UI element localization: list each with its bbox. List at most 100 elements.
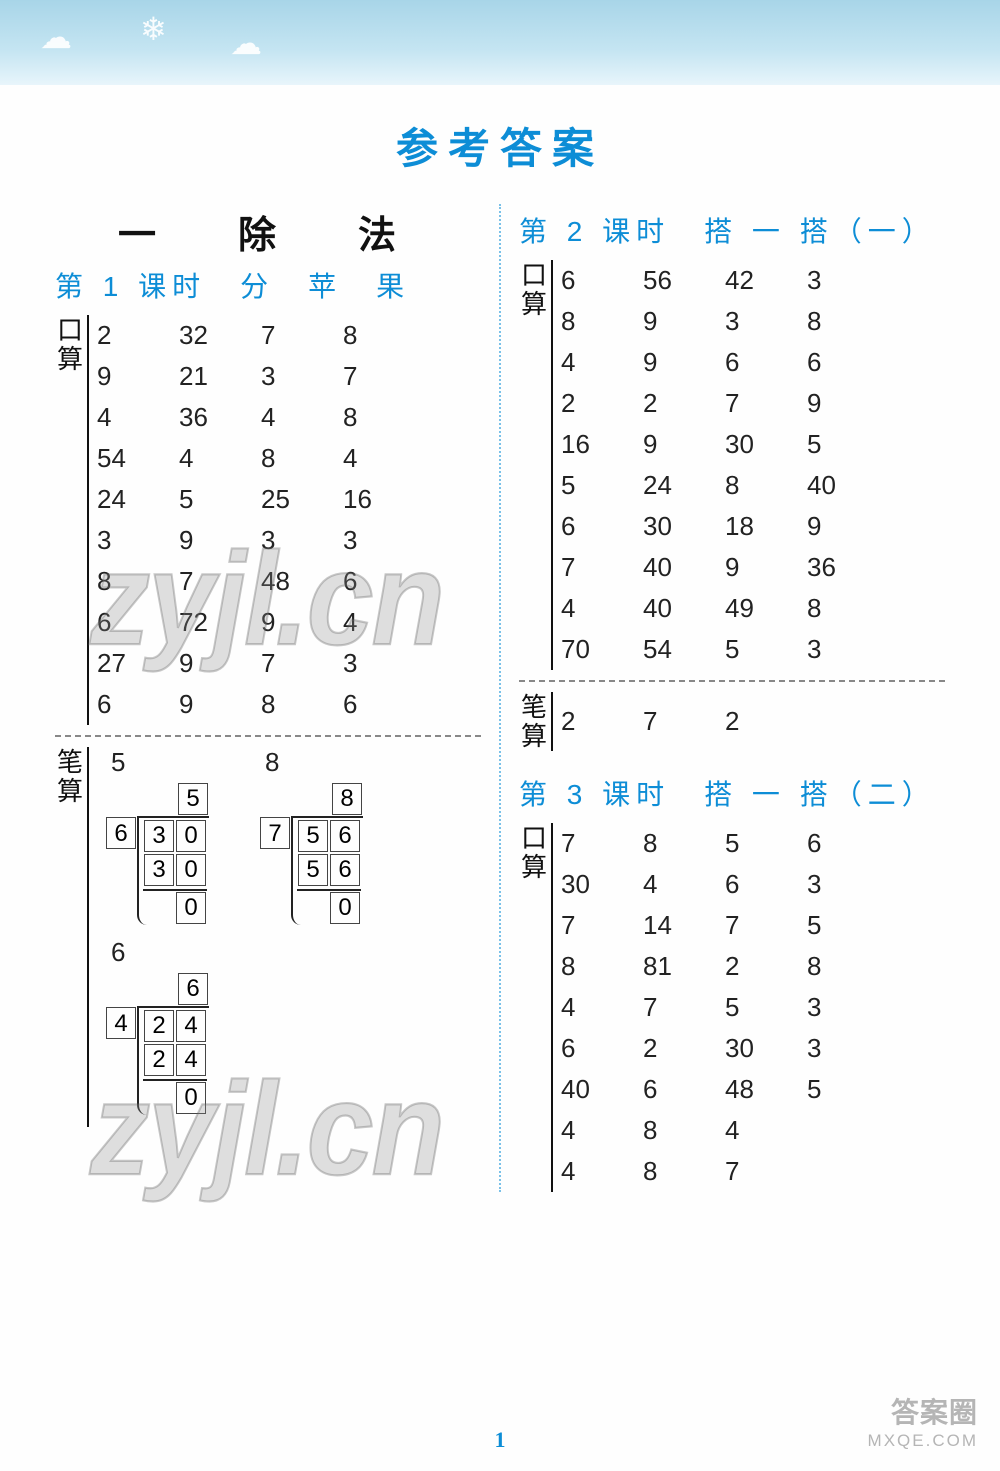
table-cell: 2 [643,1028,725,1069]
table-cell: 7 [561,547,643,588]
table-cell: 6 [807,823,889,864]
table-cell: 3 [97,520,179,561]
table-cell: 3 [807,987,889,1028]
table-cell: 8 [807,946,889,987]
table-cell: 6 [97,602,179,643]
table-cell: 4 [97,397,179,438]
table-cell: 5 [725,823,807,864]
table-cell: 4 [561,342,643,383]
table-cell: 7 [725,383,807,424]
cloud-icon: ☁ [230,24,262,62]
table-cell: 54 [97,438,179,479]
table-cell: 7 [643,987,725,1028]
lesson2-table: 6564238938496622791693055248406301897409… [561,260,889,670]
bisuan-label: 笔算 [55,747,85,1127]
table-cell: 9 [261,602,343,643]
table-cell: 3 [807,1028,889,1069]
table-cell: 9 [179,684,261,725]
lesson1-kousuan: 口算 2327892137436485448424525163933874866… [55,315,481,725]
table-cell: 7 [725,1151,807,1192]
table-cell: 7 [561,905,643,946]
table-cell: 4 [561,1151,643,1192]
table-cell: 2 [725,946,807,987]
table-cell: 48 [261,561,343,602]
lesson2-bisuan-row: 2 7 2 [561,692,889,751]
table-cell: 9 [725,547,807,588]
table-cell: 48 [725,1069,807,1110]
table-cell: 5 [179,479,261,520]
table-cell: 8 [643,823,725,864]
table-cell: 8 [561,946,643,987]
table-cell: 56 [643,260,725,301]
cloud-icon: ☁ [40,18,72,56]
table-cell: 4 [179,438,261,479]
kousuan-label: 口算 [519,260,549,670]
table-cell: 16 [561,424,643,465]
table-cell: 40 [561,1069,643,1110]
table-cell: 3 [343,520,425,561]
table-cell: 8 [643,1110,725,1151]
lesson3-table: 7856304637147588128475362303406485484487 [561,823,889,1192]
table-cell: 4 [561,1110,643,1151]
table-cell: 24 [97,479,179,520]
table-cell: 81 [643,946,725,987]
table-cell: 6 [807,342,889,383]
table-cell: 3 [807,864,889,905]
table-cell: 7 [725,905,807,946]
lesson2-heading: 第 2 课时 搭 一 搭（一） [519,210,945,250]
table-cell: 5 [561,465,643,506]
table-cell: 6 [725,342,807,383]
kousuan-label: 口算 [519,823,549,1192]
division-2: 8 8756560 [259,747,363,925]
table-cell: 9 [643,301,725,342]
table-cell: 9 [179,643,261,684]
table-cell: 9 [807,506,889,547]
table-cell: 7 [343,356,425,397]
table-cell: 54 [643,629,725,670]
table-cell: 4 [725,1110,807,1151]
table-cell: 5 [807,1069,889,1110]
table-cell: 8 [725,465,807,506]
table-cell: 3 [725,301,807,342]
table-cell: 8 [343,397,425,438]
table-cell: 6 [97,684,179,725]
page-content: 参考答案 一 除 法 第 1 课时 分 苹 果 口算 2327892137436… [0,85,1000,1192]
table-cell: 30 [725,424,807,465]
table-cell: 7 [261,315,343,356]
table-cell: 6 [561,506,643,547]
table-cell: 40 [807,465,889,506]
table-cell: 4 [261,397,343,438]
table-cell: 4 [343,602,425,643]
table-cell: 14 [643,905,725,946]
table-cell: 8 [97,561,179,602]
table-cell: 49 [725,588,807,629]
corner-watermark: 答案圈 MXQE.COM [868,1391,978,1451]
kousuan-label: 口算 [55,315,85,725]
table-cell: 9 [179,520,261,561]
snow-icon: ❄ [140,10,167,48]
lesson1-heading: 第 1 课时 分 苹 果 [55,265,481,305]
table-cell: 42 [725,260,807,301]
table-cell: 21 [179,356,261,397]
table-cell: 5 [807,905,889,946]
table-cell: 5 [725,987,807,1028]
main-title: 参考答案 [55,115,945,176]
table-cell: 30 [561,864,643,905]
table-cell: 40 [643,547,725,588]
table-cell: 3 [807,260,889,301]
table-cell: 3 [807,629,889,670]
top-banner: ☁ ❄ ☁ [0,0,1000,85]
bisuan-label: 笔算 [519,692,549,751]
table-cell: 70 [561,629,643,670]
lesson2-kousuan: 口算 6564238938496622791693055248406301897… [519,260,945,670]
lesson1-bisuan: 笔算 5 5630300 8 8756560 [55,747,481,1127]
table-cell: 8 [261,684,343,725]
table-cell: 5 [807,424,889,465]
table-cell: 8 [643,1151,725,1192]
table-cell: 4 [561,987,643,1028]
table-cell: 7 [179,561,261,602]
table-cell: 6 [561,260,643,301]
table-cell: 7 [261,643,343,684]
left-column: 一 除 法 第 1 课时 分 苹 果 口算 232789213743648544… [55,204,499,1192]
division-3: 6 6424240 [105,937,209,1115]
